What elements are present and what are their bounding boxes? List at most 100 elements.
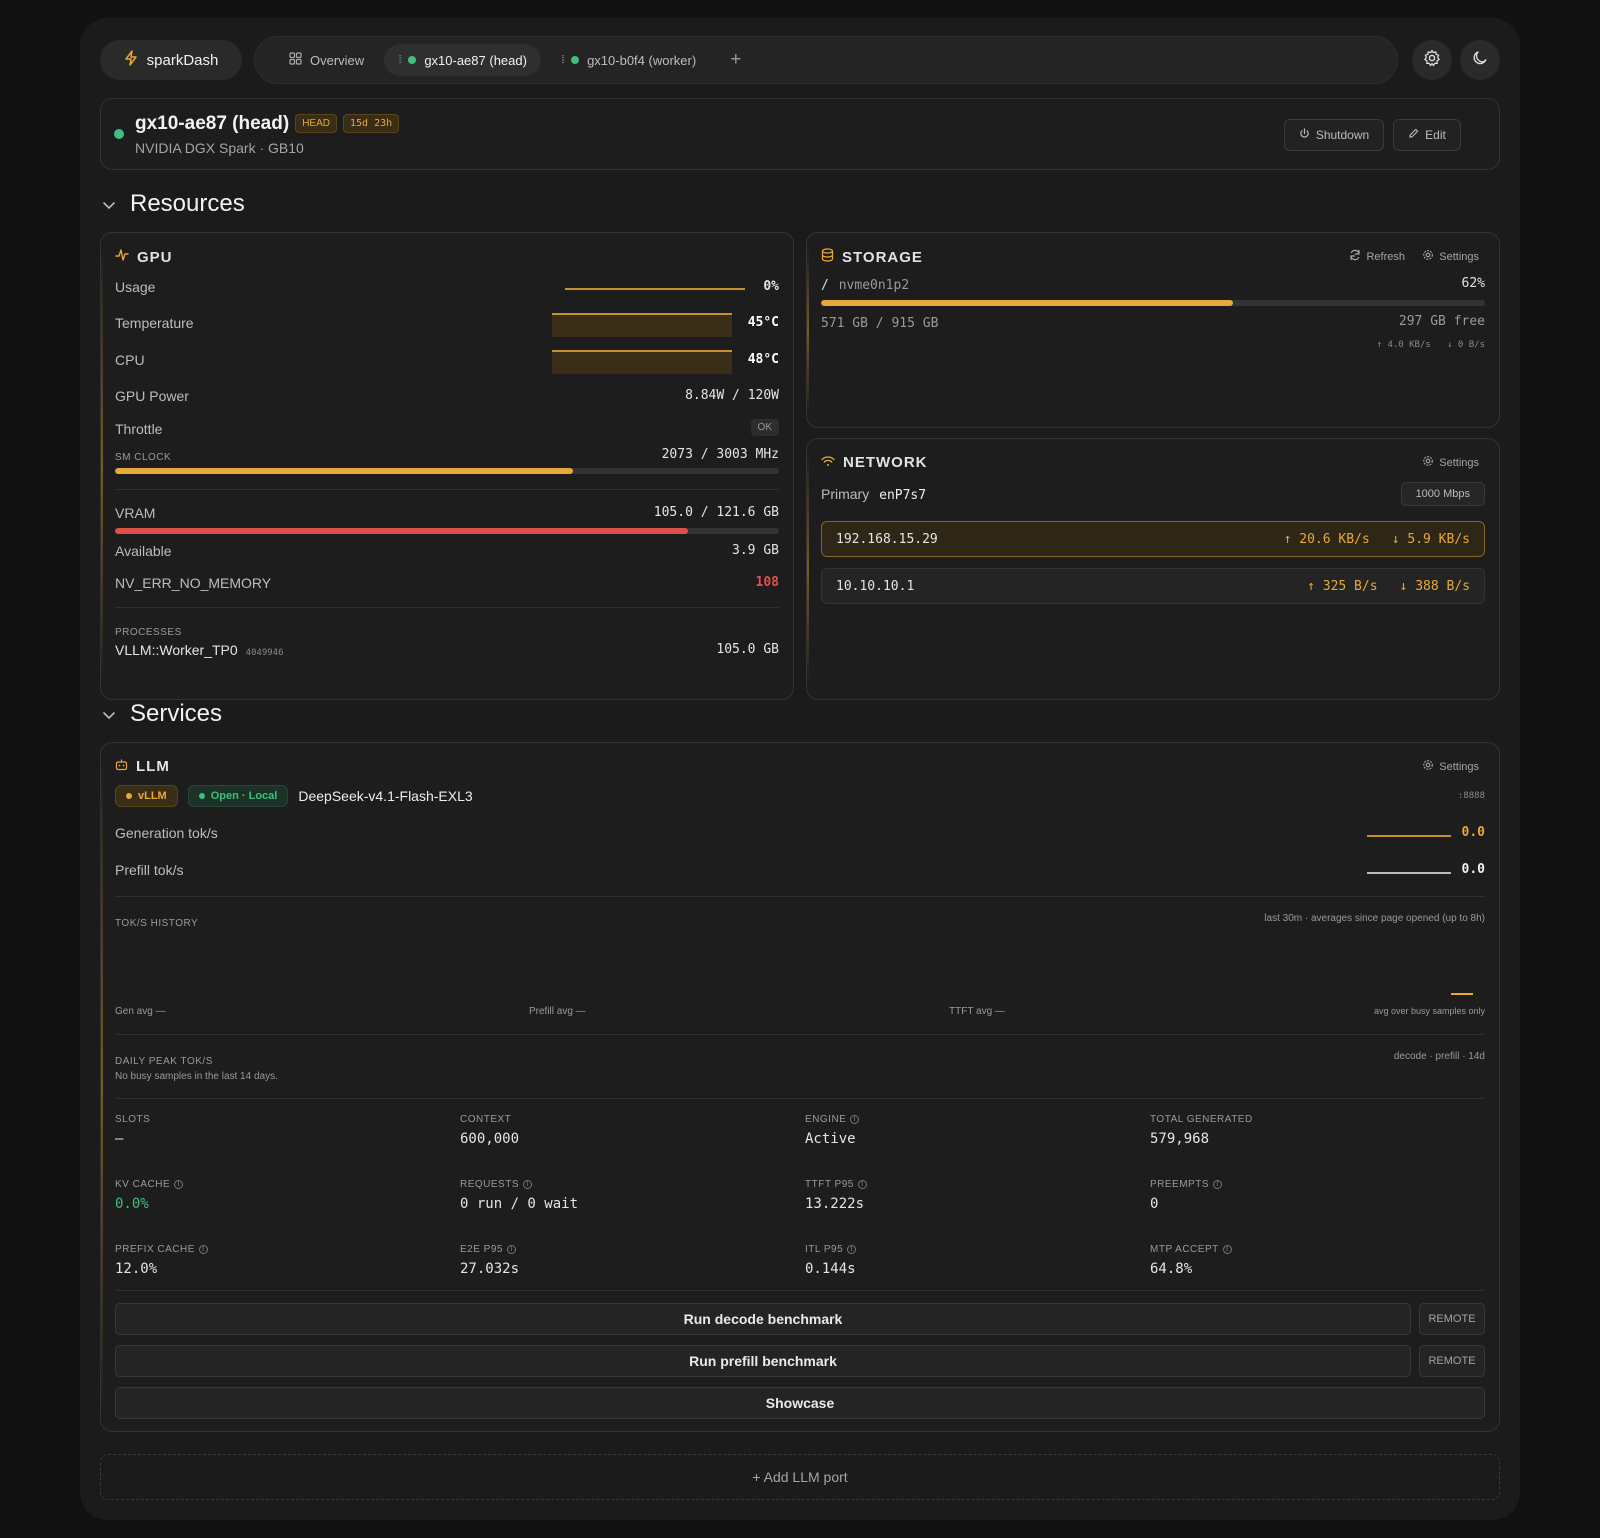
settings-button[interactable] [1412, 40, 1452, 80]
metric-ttft-p95: TTFT P95 i 13.222s [805, 1179, 1135, 1212]
cpu-label: CPU [115, 352, 145, 368]
storage-settings-button[interactable]: Settings [1422, 249, 1479, 264]
generation-value: 0.0 [1461, 825, 1485, 840]
card-accent [101, 757, 103, 1417]
metric-label: CONTEXT [460, 1114, 790, 1125]
grid-icon [289, 52, 302, 68]
showcase-button[interactable]: Showcase [115, 1387, 1485, 1419]
process-pid: 4049946 [245, 648, 284, 658]
usage-sparkline [565, 288, 745, 290]
interface-upload: ↑ 325 B/s [1307, 578, 1378, 594]
card-accent [807, 247, 809, 413]
app-shell: sparkDash Overview ⁞⁞ gx10-ae87 (head) ⁞… [80, 18, 1520, 1520]
sm-clock-fill [115, 468, 574, 474]
services-title: Services [130, 700, 223, 727]
interface-row[interactable]: 192.168.15.29 ↑ 20.6 KB/s ↓ 5.9 KB/s [821, 521, 1485, 557]
prefill-avg: Prefill avg — [529, 1006, 586, 1017]
metric-value: — [115, 1131, 124, 1147]
process-mem: 105.0 GB [716, 642, 779, 657]
tab-overview[interactable]: Overview [275, 44, 378, 76]
drag-handle-icon[interactable]: ⁞⁞ [560, 54, 565, 66]
decode-remote-button[interactable]: REMOTE [1419, 1303, 1485, 1335]
interface-ip: 10.10.10.1 [836, 578, 915, 594]
settings-label: Settings [1439, 760, 1479, 773]
info-icon[interactable]: i [1213, 1180, 1223, 1189]
brand-button[interactable]: sparkDash [100, 40, 242, 80]
metric-label: ENGINE i [805, 1114, 1135, 1125]
shutdown-button[interactable]: Shutdown [1284, 119, 1384, 151]
add-llm-port-button[interactable]: + Add LLM port [100, 1454, 1500, 1500]
edit-button[interactable]: Edit [1393, 119, 1461, 151]
processes-header: PROCESSES [115, 622, 779, 638]
daily-peak-header: DAILY PEAK TOK/S decode · prefill · 14d [115, 1051, 1485, 1067]
services-section-toggle[interactable]: Services [102, 700, 222, 728]
interface-row[interactable]: 10.10.10.1 ↑ 325 B/s ↓ 388 B/s [821, 568, 1485, 604]
prefill-value: 0.0 [1461, 862, 1485, 877]
tab-gx10-b0f4[interactable]: ⁞⁞ gx10-b0f4 (worker) [547, 44, 710, 76]
status-dot [408, 56, 417, 64]
metric-label: TTFT P95 i [805, 1179, 1135, 1190]
robot-icon [115, 758, 128, 775]
throttle-label: Throttle [115, 421, 163, 437]
history-header: TOK/S HISTORY last 30m · averages since … [115, 913, 1485, 929]
drag-handle-icon[interactable]: ⁞⁞ [398, 54, 402, 66]
resources-section-toggle[interactable]: Resources [102, 190, 245, 218]
gear-icon [1422, 455, 1434, 470]
network-settings-button[interactable]: Settings [1422, 455, 1479, 470]
sm-clock-label: SM CLOCK [115, 452, 172, 463]
info-icon[interactable]: i [523, 1180, 533, 1189]
gpu-temperature-row: Temperature 45°C [115, 313, 779, 339]
info-icon[interactable]: i [198, 1245, 208, 1254]
refresh-icon [1349, 249, 1361, 264]
metric-itl-p95: ITL P95 i 0.144s [805, 1244, 1135, 1277]
status-pill: Open · Local [187, 785, 289, 807]
storage-write-rate: ↓ 0 B/s [1447, 340, 1485, 350]
sm-clock-row: SM CLOCK 2073 / 3003 MHz [115, 447, 779, 463]
info-icon[interactable]: i [174, 1180, 184, 1189]
metric-label-text: TTFT P95 [805, 1179, 854, 1190]
metric-label: SLOTS [115, 1114, 445, 1125]
daily-peak-empty: No busy samples in the last 14 days. [115, 1071, 278, 1082]
network-title: NETWORK [821, 454, 928, 471]
info-icon[interactable]: i [850, 1115, 860, 1124]
add-tab-button[interactable]: + [730, 49, 742, 70]
metric-value: 64.8% [1150, 1261, 1193, 1277]
nv-err-row: NV_ERR_NO_MEMORY 108 [115, 575, 779, 591]
metric-label-text: ENGINE [805, 1114, 847, 1125]
metric-value: 0.0% [115, 1196, 149, 1212]
storage-bar [821, 300, 1485, 306]
process-row: VLLM::Worker_TP0 4049946 105.0 GB [115, 642, 779, 658]
info-icon[interactable]: i [1222, 1245, 1232, 1254]
storage-refresh-button[interactable]: Refresh [1349, 249, 1405, 264]
moon-icon [1472, 50, 1488, 71]
generation-label: Generation tok/s [115, 825, 218, 841]
metric-total-generated: TOTAL GENERATED 579,968 [1150, 1114, 1480, 1147]
gpu-title-text: GPU [137, 248, 173, 266]
prefill-remote-button[interactable]: REMOTE [1419, 1345, 1485, 1377]
cpu-value: 48°C [747, 352, 779, 367]
gpu-power-row: GPU Power 8.84W / 120W [115, 388, 779, 404]
available-row: Available 3.9 GB [115, 543, 779, 559]
settings-label: Settings [1439, 456, 1479, 469]
gpu-card: GPU Usage 0% Temperature 45°C CPU 48°C G… [100, 232, 794, 700]
run-prefill-benchmark-button[interactable]: Run prefill benchmark [115, 1345, 1411, 1377]
llm-settings-button[interactable]: Settings [1422, 759, 1479, 774]
info-icon[interactable]: i [847, 1245, 857, 1254]
info-icon[interactable]: i [857, 1180, 867, 1189]
info-icon[interactable]: i [506, 1245, 516, 1254]
llm-card: LLM Settings vLLM Open · Local DeepSeek-… [100, 742, 1500, 1432]
theme-toggle-button[interactable] [1460, 40, 1500, 80]
run-decode-benchmark-button[interactable]: Run decode benchmark [115, 1303, 1411, 1335]
storage-free: 297 GB free [1398, 314, 1485, 329]
primary-iface-row: Primary enP7s7 1000 Mbps [821, 482, 1485, 506]
wifi-icon [821, 454, 835, 471]
gen-avg: Gen avg — [115, 1006, 166, 1017]
storage-title: STORAGE [821, 248, 923, 266]
storage-usage-row: 571 GB / 915 GB 297 GB free [821, 314, 1485, 331]
tab-gx10-ae87[interactable]: ⁞⁞ gx10-ae87 (head) [384, 44, 541, 76]
nv-err-label: NV_ERR_NO_MEMORY [115, 575, 272, 591]
uptime-badge: 15d 23h [342, 114, 400, 133]
metric-requests: REQUESTS i 0 run / 0 wait [460, 1179, 790, 1212]
metric-label-text: TOTAL GENERATED [1150, 1114, 1253, 1125]
mount-point: / [821, 278, 829, 293]
